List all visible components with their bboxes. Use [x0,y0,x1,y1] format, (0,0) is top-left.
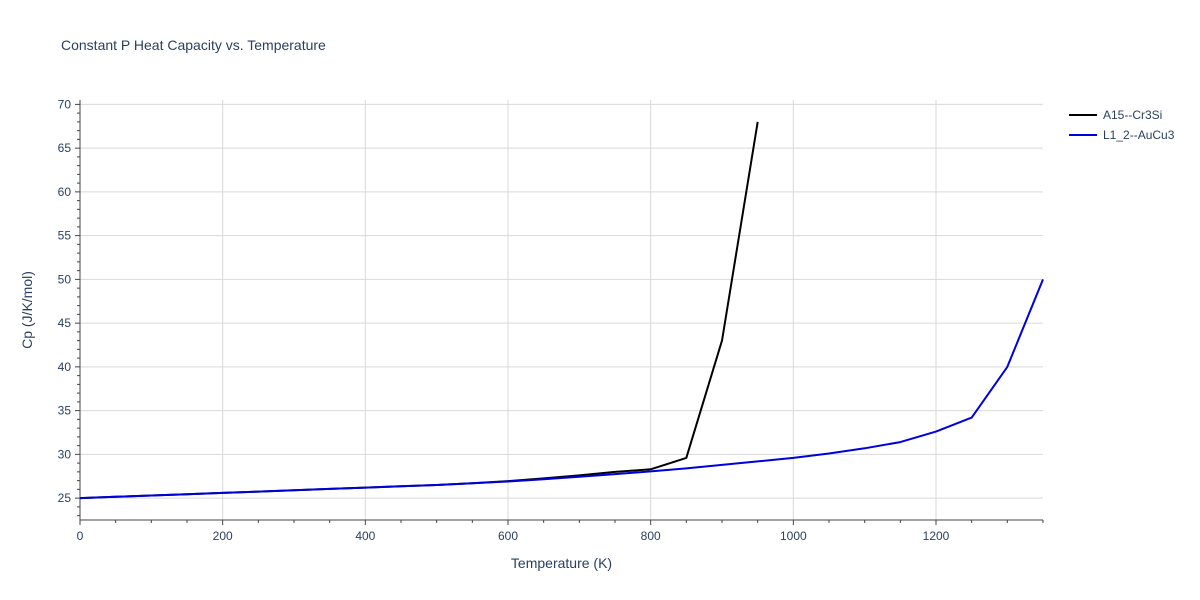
y-axis-title: Cp (J/K/mol) [19,271,35,349]
x-tick-label: 0 [77,529,84,543]
y-tick-label: 70 [58,97,72,111]
y-tick-label: 35 [58,404,72,418]
x-tick-label: 200 [213,529,233,543]
legend: A15--Cr3Si L1_2--AuCu3 [1069,108,1175,142]
y-tick-label: 30 [58,447,72,461]
y-tick-label: 45 [58,316,72,330]
legend-label: A15--Cr3Si [1103,108,1162,122]
x-tick-label: 400 [355,529,375,543]
x-tick-label: 800 [641,529,661,543]
x-tick-label: 600 [498,529,518,543]
plot-area: 0 200 400 600 800 1000 1200 25 30 35 40 45 50 55 60 65 7… [58,97,1044,543]
legend-label: L1_2--AuCu3 [1103,128,1175,142]
x-tick-label: 1200 [923,529,950,543]
y-tick-label: 60 [58,185,72,199]
y-tick-label: 25 [58,491,72,505]
y-tick-label: 40 [58,360,72,374]
y-tick-label: 65 [58,141,72,155]
chart-title: Constant P Heat Capacity vs. Temperature [61,37,326,53]
series-line-2 [79,279,1044,500]
y-tick-label: 55 [58,229,72,243]
y-tick-label: 50 [58,272,72,286]
x-tick-label: 1000 [780,529,807,543]
x-axis-title: Temperature (K) [511,555,612,571]
